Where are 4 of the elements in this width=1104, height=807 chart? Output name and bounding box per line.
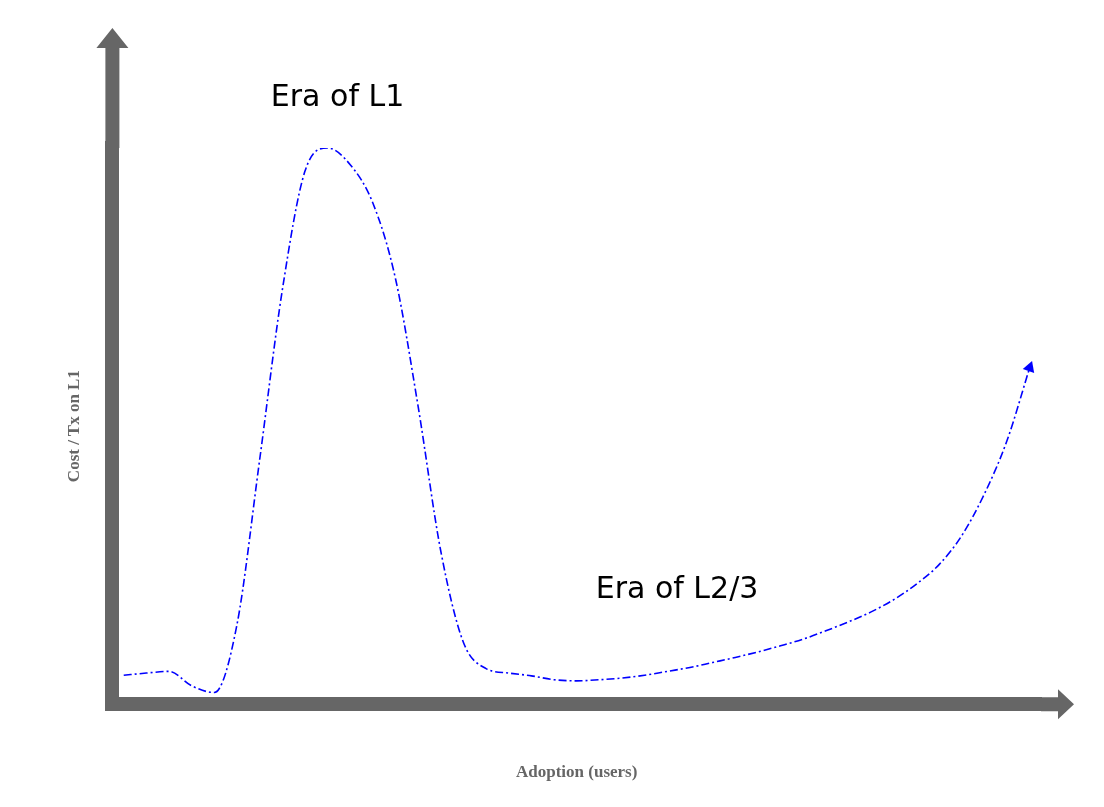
annotation: Era of L2/3 — [595, 569, 759, 605]
y-axis-title: Cost / Tx on L1 — [63, 370, 83, 483]
x-axis-title: Adoption (users) — [516, 762, 638, 782]
text: Era of L1 — [270, 77, 405, 113]
